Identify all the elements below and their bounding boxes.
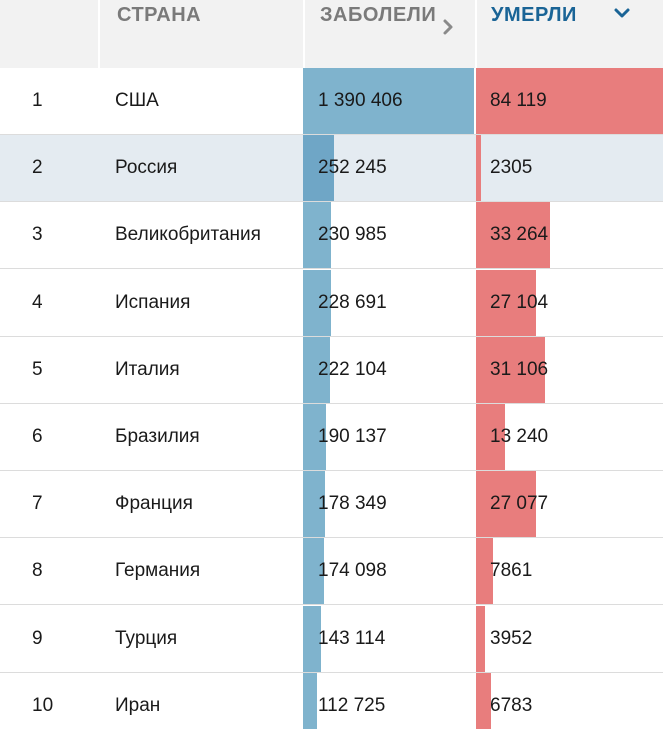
header-deaths-sort[interactable]: УМЕРЛИ [475, 0, 663, 68]
table-row[interactable]: 5 Италия 222 104 31 106 [0, 337, 663, 404]
rank-cell: 9 [32, 628, 43, 649]
cases-bar [303, 404, 326, 470]
country-cell: США [115, 90, 159, 111]
deaths-cell: 13 240 [490, 426, 549, 447]
cases-bar [303, 202, 331, 268]
table-row[interactable]: 9 Турция 143 114 3952 [0, 606, 663, 673]
header-country-label: СТРАНА [117, 4, 202, 26]
cases-cell: 112 725 [318, 695, 386, 716]
cases-cell: 143 114 [318, 628, 386, 649]
cases-bar [303, 673, 317, 729]
deaths-cell: 3952 [490, 628, 533, 649]
table-row[interactable]: 8 Германия 174 098 7861 [0, 538, 663, 605]
cases-bar [303, 270, 331, 336]
deaths-bar [476, 68, 663, 134]
cases-bar [303, 471, 325, 537]
country-cell: Испания [115, 292, 191, 313]
table-row[interactable]: 10 Иран 112 725 6783 [0, 673, 663, 729]
rank-cell: 3 [32, 224, 43, 245]
rank-cell: 8 [32, 560, 43, 581]
deaths-cell: 33 264 [490, 224, 549, 245]
country-cell: Турция [115, 628, 178, 649]
cases-bar [303, 135, 334, 201]
rank-cell: 1 [32, 90, 43, 111]
deaths-bar [476, 270, 536, 336]
rank-cell: 6 [32, 426, 43, 447]
deaths-cell: 31 106 [490, 359, 549, 380]
cases-cell: 252 245 [318, 157, 387, 178]
chevron-right-icon [443, 19, 453, 35]
table-row[interactable]: 1 США 1 390 406 84 119 [0, 68, 663, 135]
deaths-bar [476, 606, 485, 672]
deaths-cell: 27 104 [490, 292, 549, 313]
deaths-bar [476, 471, 536, 537]
cases-bar [303, 68, 474, 134]
cases-cell: 190 137 [318, 426, 387, 447]
deaths-bar [476, 404, 505, 470]
rank-cell: 5 [32, 359, 43, 380]
cases-bar [303, 606, 321, 672]
cases-cell: 222 104 [318, 359, 387, 380]
cases-bar [303, 337, 330, 403]
rank-cell: 4 [32, 292, 43, 313]
country-cell: Иран [115, 695, 161, 716]
table-header: СТРАНА ЗАБОЛЕЛИ УМЕРЛИ [0, 0, 663, 68]
deaths-bar [476, 135, 481, 201]
country-cell: Бразилия [115, 426, 200, 447]
chevron-down-icon [614, 8, 630, 18]
deaths-cell: 2305 [490, 157, 533, 178]
deaths-bar [476, 673, 491, 729]
cases-cell: 174 098 [318, 560, 387, 581]
cases-cell: 230 985 [318, 224, 387, 245]
deaths-cell: 7861 [490, 560, 533, 581]
rank-cell: 10 [32, 695, 54, 716]
header-country[interactable]: СТРАНА [98, 0, 303, 68]
country-cell: Франция [115, 493, 193, 514]
deaths-cell: 84 119 [490, 90, 547, 111]
table-row[interactable]: 6 Бразилия 190 137 13 240 [0, 404, 663, 471]
country-cell: Россия [115, 157, 178, 178]
header-cases-sort[interactable]: ЗАБОЛЕЛИ [303, 0, 475, 68]
deaths-bar [476, 337, 545, 403]
cases-bar [303, 538, 324, 604]
country-cell: Германия [115, 560, 201, 581]
deaths-cell: 6783 [490, 695, 533, 716]
deaths-bar [476, 538, 493, 604]
deaths-cell: 27 077 [490, 493, 549, 514]
table-row[interactable]: 4 Испания 228 691 27 104 [0, 270, 663, 337]
header-deaths-label: УМЕРЛИ [491, 4, 577, 26]
cases-cell: 178 349 [318, 493, 387, 514]
country-cell: Италия [115, 359, 180, 380]
cases-cell: 1 390 406 [318, 90, 403, 111]
rank-cell: 2 [32, 157, 43, 178]
rank-cell: 7 [32, 493, 43, 514]
deaths-bar [476, 202, 550, 268]
country-cell: Великобритания [115, 224, 261, 245]
table-row[interactable]: 3 Великобритания 230 985 33 264 [0, 202, 663, 269]
table-row[interactable]: 7 Франция 178 349 27 077 [0, 471, 663, 538]
header-cases-label: ЗАБОЛЕЛИ [320, 4, 437, 26]
table-row[interactable]: 2 Россия 252 245 2305 [0, 135, 663, 202]
header-rank [0, 0, 98, 68]
cases-cell: 228 691 [318, 292, 387, 313]
